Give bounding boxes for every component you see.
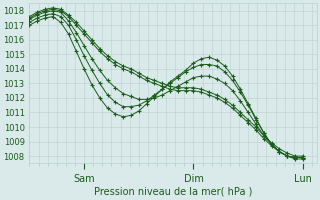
X-axis label: Pression niveau de la mer( hPa ): Pression niveau de la mer( hPa ) bbox=[94, 187, 252, 197]
